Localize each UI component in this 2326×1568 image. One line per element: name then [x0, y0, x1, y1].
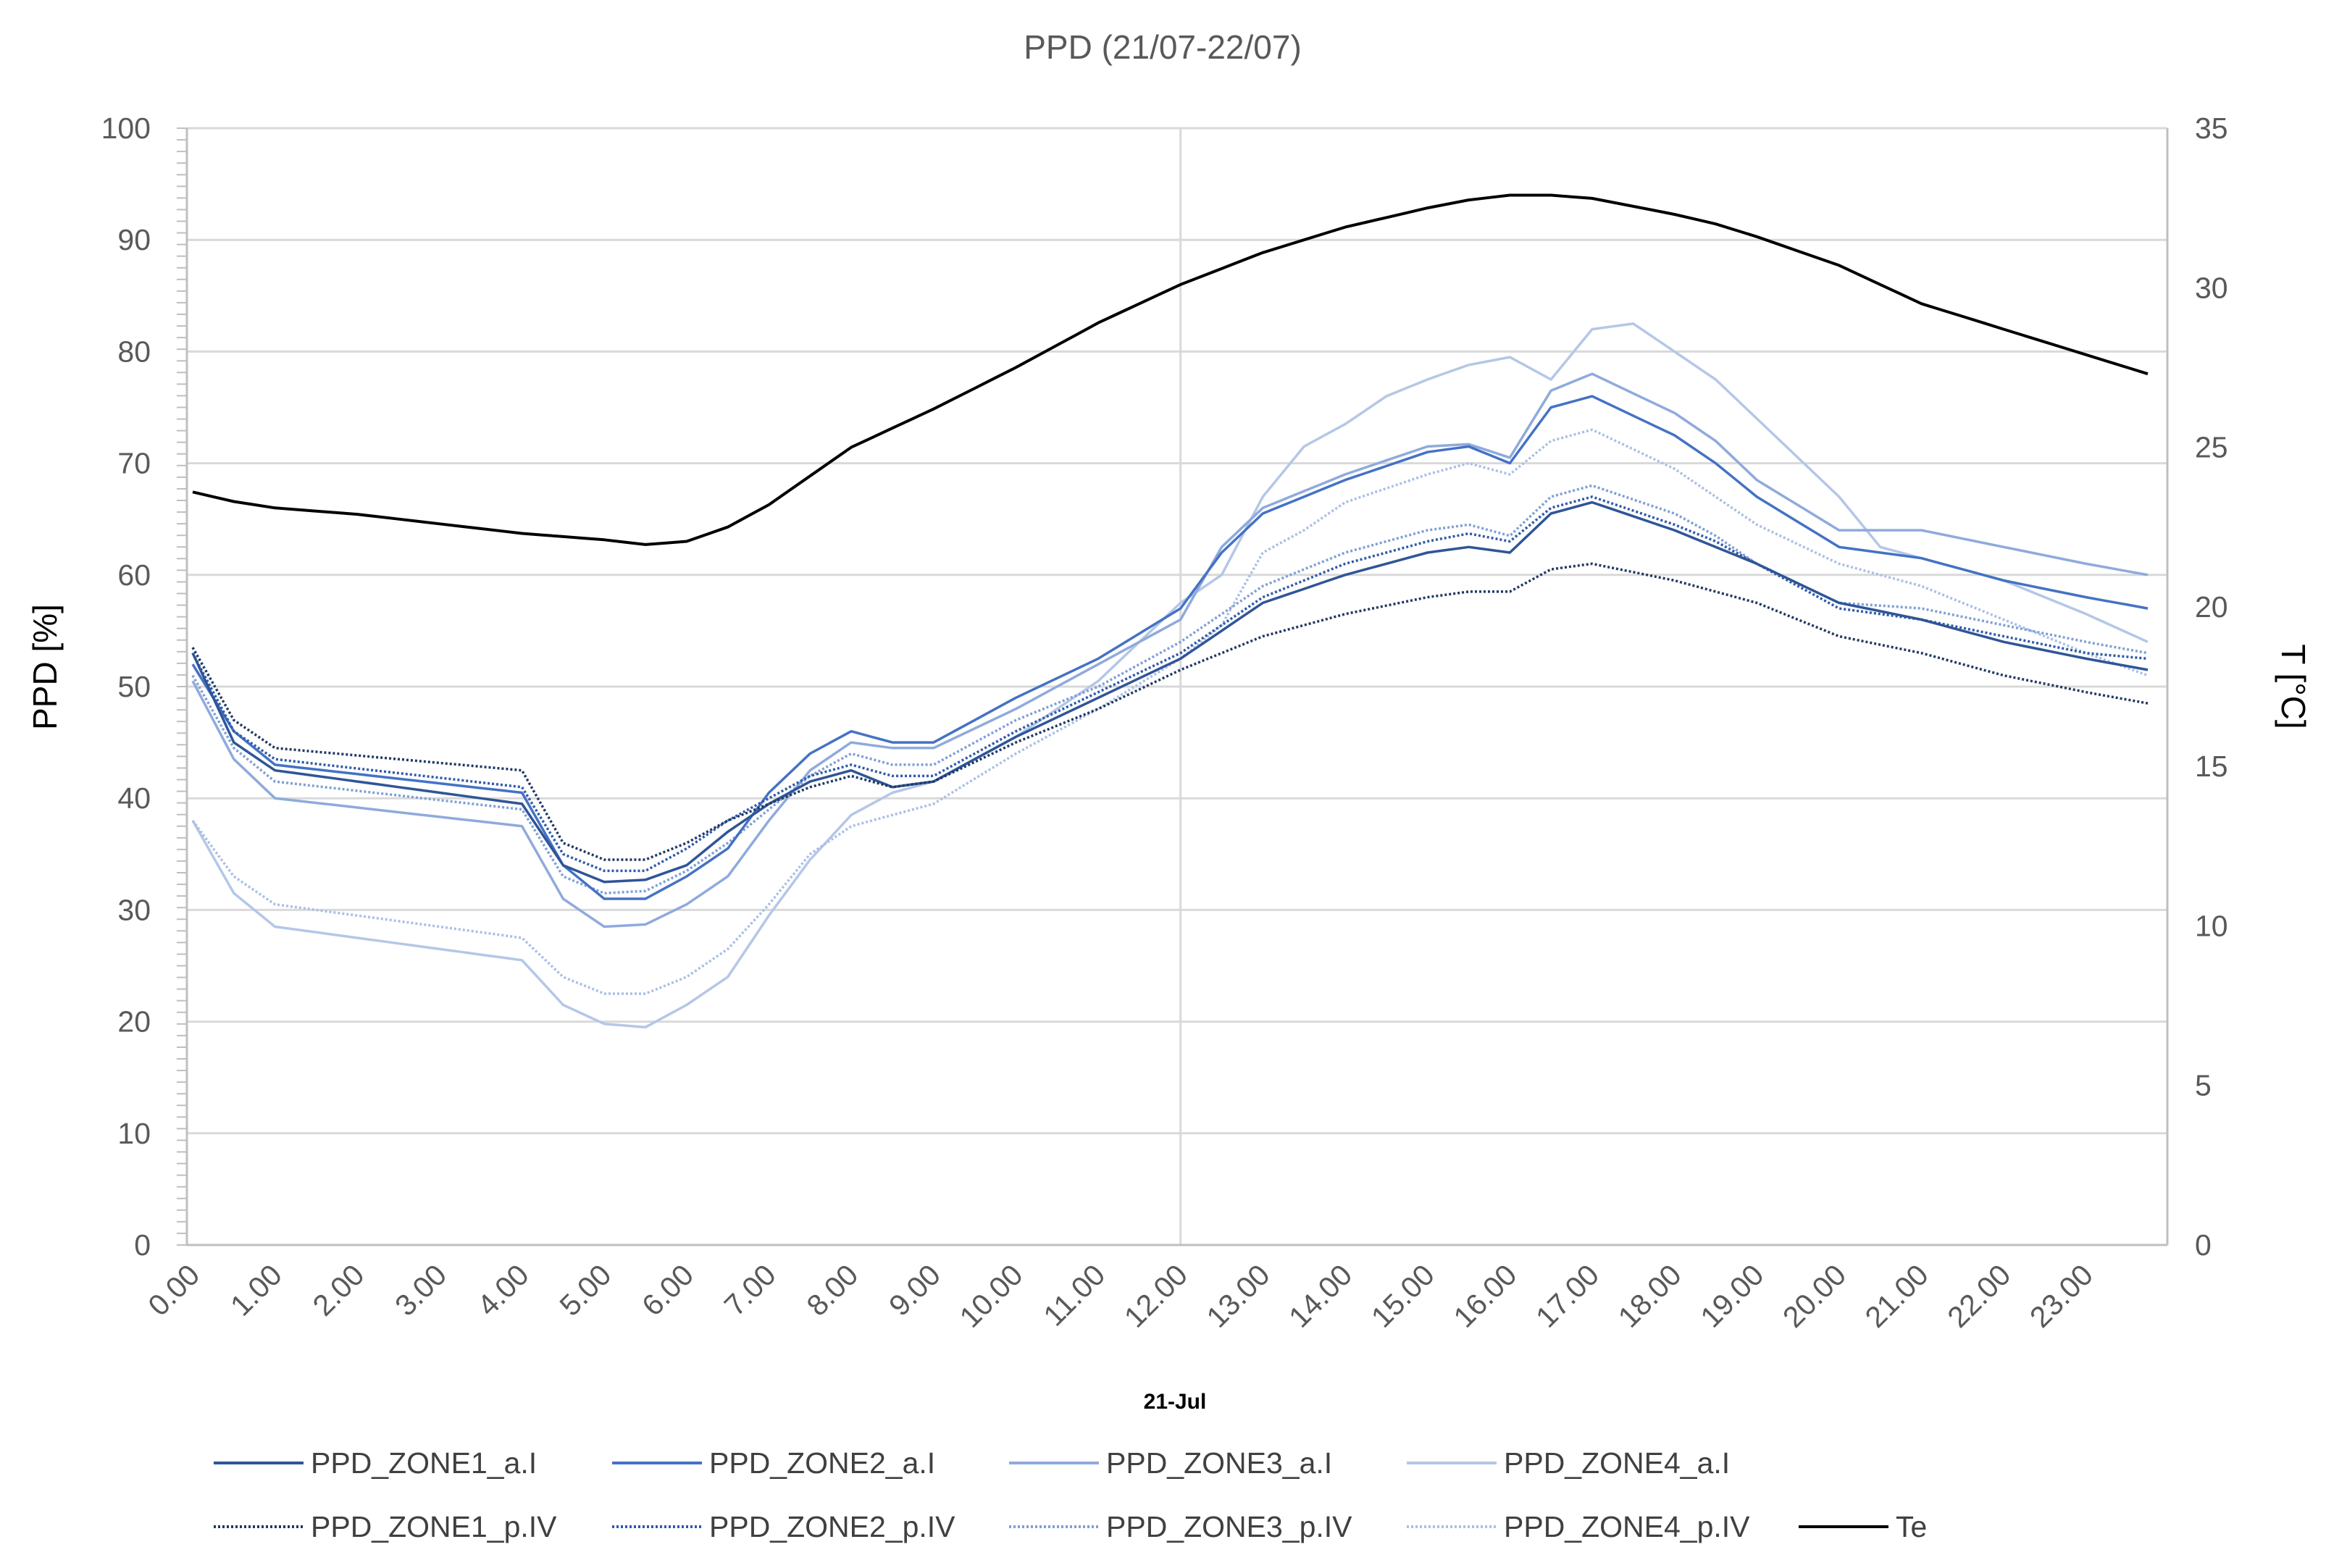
y2-tick-label-5: 5	[2195, 1069, 2212, 1102]
x-tick-label-14.00: 14.00	[1282, 1258, 1358, 1334]
series-line-PPD_ZONE2_p.IV	[191, 495, 2149, 873]
x-tick-label-9.00: 9.00	[882, 1258, 947, 1322]
x-tick-label-18.00: 18.00	[1612, 1258, 1688, 1334]
y-tick-label-30: 30	[117, 893, 151, 926]
y-axis-label: PPD [%]	[26, 604, 64, 730]
x-tick-label-6.00: 6.00	[635, 1258, 700, 1322]
y2-tick-label-30: 30	[2195, 271, 2228, 304]
x-tick-label-22.00: 22.00	[1941, 1258, 2017, 1334]
y2-tick-label-35: 35	[2195, 112, 2228, 145]
x-tick-label-20.00: 20.00	[1776, 1258, 1852, 1334]
x-tick-label-5.00: 5.00	[553, 1258, 618, 1322]
x-tick-label-21.00: 21.00	[1859, 1258, 1935, 1334]
legend-label-PPD_ZONE3_p.IV: PPD_ZONE3_p.IV	[1106, 1510, 1352, 1543]
x-tick-label-4.00: 4.00	[471, 1258, 535, 1322]
legend-label-Te: Te	[1896, 1510, 1927, 1543]
legend-label-PPD_ZONE3_a.I: PPD_ZONE3_a.I	[1106, 1446, 1332, 1480]
series-line-PPD_ZONE4_a.I	[191, 322, 2149, 1029]
x-tick-label-8.00: 8.00	[800, 1258, 865, 1322]
legend-label-PPD_ZONE4_a.I: PPD_ZONE4_a.I	[1504, 1446, 1730, 1480]
x-tick-label-13.00: 13.00	[1200, 1258, 1276, 1334]
x-tick-label-10.00: 10.00	[953, 1258, 1029, 1334]
y-tick-label-100: 100	[101, 112, 151, 145]
legend: PPD_ZONE1_a.I PPD_ZONE2_a.I PPD_ZONE3_a.I P…	[214, 1446, 1927, 1543]
series-line-Te	[192, 193, 2149, 546]
y2-tick-label-15: 15	[2195, 750, 2228, 783]
y-tick-label-90: 90	[117, 223, 151, 256]
y-tick-label-20: 20	[117, 1005, 151, 1039]
x-tick-label-16.00: 16.00	[1447, 1258, 1523, 1334]
legend-label-PPD_ZONE4_p.IV: PPD_ZONE4_p.IV	[1504, 1510, 1750, 1543]
series-line-PPD_ZONE4_p.IV	[191, 428, 2149, 995]
x-tick-label-2.00: 2.00	[306, 1258, 371, 1322]
y-tick-label-40: 40	[117, 781, 151, 815]
x-tick-label-0.00: 0.00	[141, 1258, 206, 1322]
x-tick-label-23.00: 23.00	[2023, 1258, 2099, 1334]
y2-tick-label-0: 0	[2195, 1228, 2212, 1262]
x-tick-label-11.00: 11.00	[1037, 1258, 1111, 1333]
y2-tick-label-10: 10	[2195, 909, 2228, 942]
y-tick-label-70: 70	[117, 447, 151, 480]
legend-label-PPD_ZONE1_p.IV: PPD_ZONE1_p.IV	[311, 1510, 557, 1543]
chart-title: PPD (21/07-22/07)	[1024, 28, 1302, 66]
x-tick-label-12.00: 12.00	[1118, 1258, 1194, 1334]
series-line-PPD_ZONE1_a.I	[191, 500, 2149, 884]
y-tick-label-50: 50	[117, 670, 151, 703]
x-axis-ticks: 0.00 1.00 2.00 3.00 4.00 5.00 6.00 7.00 8.00 9.00…	[141, 1258, 2099, 1334]
y-tick-label-60: 60	[117, 558, 151, 592]
y2-axis-ticks: 0 5 10 15 20 25 30 35	[2195, 112, 2228, 1262]
series-line-PPD_ZONE3_p.IV	[191, 484, 2149, 895]
x-category-label: 21-Jul	[1144, 1390, 1207, 1414]
y-axis-ticks: 0 10 20 30 40 50 60 70 80 90 100	[101, 112, 151, 1262]
legend-label-PPD_ZONE2_a.I: PPD_ZONE2_a.I	[709, 1446, 935, 1480]
gridlines	[187, 127, 2167, 1245]
legend-label-PPD_ZONE1_a.I: PPD_ZONE1_a.I	[311, 1446, 537, 1480]
series-lines	[191, 193, 2149, 1029]
y-tick-label-0: 0	[134, 1228, 151, 1262]
x-tick-label-15.00: 15.00	[1365, 1258, 1441, 1334]
x-tick-label-1.00: 1.00	[224, 1258, 288, 1322]
y2-axis-label: T [°C]	[2275, 644, 2312, 729]
series-line-PPD_ZONE1_p.IV	[191, 562, 2149, 861]
y-tick-label-10: 10	[117, 1117, 151, 1150]
series-line-PPD_ZONE2_a.I	[191, 395, 2149, 900]
legend-label-PPD_ZONE2_p.IV: PPD_ZONE2_p.IV	[709, 1510, 955, 1543]
x-tick-label-7.00: 7.00	[718, 1258, 782, 1322]
y-tick-label-80: 80	[117, 335, 151, 368]
y2-tick-label-25: 25	[2195, 431, 2228, 464]
y2-tick-label-20: 20	[2195, 590, 2228, 624]
x-tick-label-3.00: 3.00	[388, 1258, 453, 1322]
axes	[177, 127, 2169, 1246]
series-line-PPD_ZONE3_a.I	[191, 372, 2149, 928]
x-tick-label-17.00: 17.00	[1529, 1258, 1605, 1334]
x-tick-label-19.00: 19.00	[1694, 1258, 1770, 1334]
